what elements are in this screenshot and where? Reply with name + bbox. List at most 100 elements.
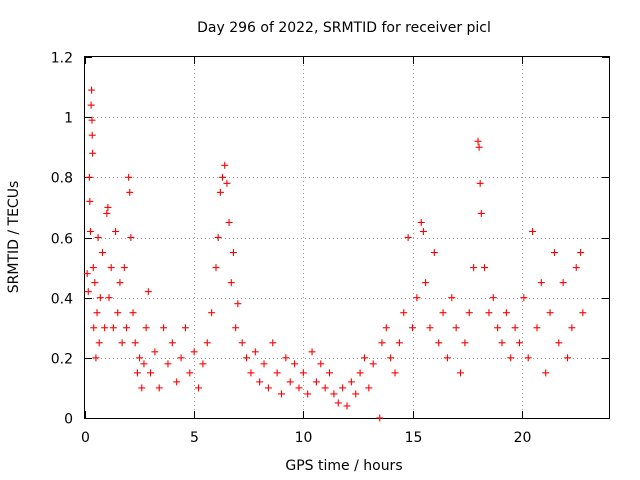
data-point: [243, 354, 251, 362]
data-point: [352, 390, 360, 398]
data-point: [474, 137, 482, 145]
data-point: [164, 360, 172, 368]
data-point: [476, 179, 484, 187]
x-tick-label: 0: [81, 430, 90, 446]
data-point: [107, 264, 115, 272]
data-point: [295, 384, 303, 392]
data-point: [173, 378, 181, 386]
data-point: [537, 279, 545, 287]
axis-ticks: [85, 57, 609, 419]
grid: [85, 57, 609, 418]
data-point: [572, 264, 580, 272]
plot-frame: [84, 56, 610, 419]
data-point: [439, 309, 447, 317]
data-point: [94, 234, 102, 241]
data-point: [118, 339, 126, 347]
data-point: [103, 209, 111, 217]
data-point: [256, 378, 264, 386]
data-point: [529, 227, 537, 235]
data-point: [502, 309, 510, 317]
data-point: [550, 249, 558, 257]
data-point: [577, 249, 585, 257]
data-point: [142, 324, 150, 332]
data-point: [89, 149, 97, 157]
data-point: [92, 354, 100, 362]
data-point: [88, 131, 96, 139]
data-point: [555, 339, 563, 347]
data-point: [426, 324, 434, 332]
data-point: [86, 197, 94, 205]
data-point: [181, 324, 189, 332]
data-point: [147, 369, 154, 377]
data-point: [369, 360, 377, 368]
data-point: [186, 369, 194, 377]
data-point: [216, 188, 224, 196]
data-point: [299, 369, 307, 377]
y-axis-label: SRMTID / TECUs: [6, 181, 22, 294]
data-point: [422, 279, 430, 287]
data-point: [470, 264, 478, 272]
data-point: [234, 300, 242, 308]
data-point: [533, 324, 541, 332]
data-point: [98, 249, 106, 257]
data-point: [485, 309, 493, 317]
data-point: [260, 360, 268, 368]
data-point: [232, 324, 240, 332]
x-tick-label: 5: [190, 430, 199, 446]
data-point: [229, 249, 237, 257]
data-point: [151, 348, 159, 356]
data-point: [116, 279, 124, 287]
data-point: [465, 309, 473, 317]
data-point: [391, 369, 399, 377]
data-point: [160, 324, 168, 332]
data-point: [546, 309, 554, 317]
data-point: [312, 378, 320, 386]
data-point: [190, 348, 198, 356]
data-point: [430, 249, 438, 257]
data-point: [378, 339, 386, 347]
data-point: [223, 179, 231, 187]
data-point: [120, 264, 128, 272]
data-point: [564, 354, 572, 362]
data-point: [84, 288, 92, 296]
data-point: [507, 354, 515, 362]
data-point: [138, 384, 146, 392]
data-point: [88, 116, 96, 124]
data-point: [317, 360, 325, 368]
data-point: [247, 369, 255, 377]
data-point: [515, 339, 523, 347]
data-point: [168, 339, 176, 347]
data-point: [91, 279, 99, 287]
data-point: [413, 294, 421, 302]
chart-title: Day 296 of 2022, SRMTID for receiver pic…: [197, 20, 491, 36]
data-point: [219, 173, 227, 181]
data-point: [238, 339, 246, 347]
x-tick-label: 20: [514, 430, 532, 446]
data-point: [90, 324, 98, 332]
data-point: [304, 390, 312, 398]
data-point: [365, 384, 373, 392]
x-axis-label: GPS time / hours: [285, 458, 402, 474]
data-point: [131, 339, 139, 347]
data-point: [86, 227, 94, 235]
data-point: [443, 354, 451, 362]
data-point: [356, 369, 364, 377]
data-point: [212, 264, 220, 272]
data-point: [419, 227, 427, 235]
data-point: [278, 390, 285, 398]
data-point: [126, 188, 134, 196]
data-point: [448, 294, 456, 302]
data-point: [334, 399, 342, 407]
data-point: [387, 354, 395, 362]
data-point: [308, 348, 316, 356]
data-point: [347, 378, 355, 386]
y-tick-label: 1.2: [51, 51, 73, 67]
data-point: [376, 414, 384, 422]
y-tick-label: 0.8: [51, 171, 73, 187]
data-point: [360, 354, 368, 362]
data-point: [579, 309, 587, 317]
data-point: [125, 173, 133, 181]
data-point: [489, 294, 497, 302]
data-point: [199, 360, 207, 368]
